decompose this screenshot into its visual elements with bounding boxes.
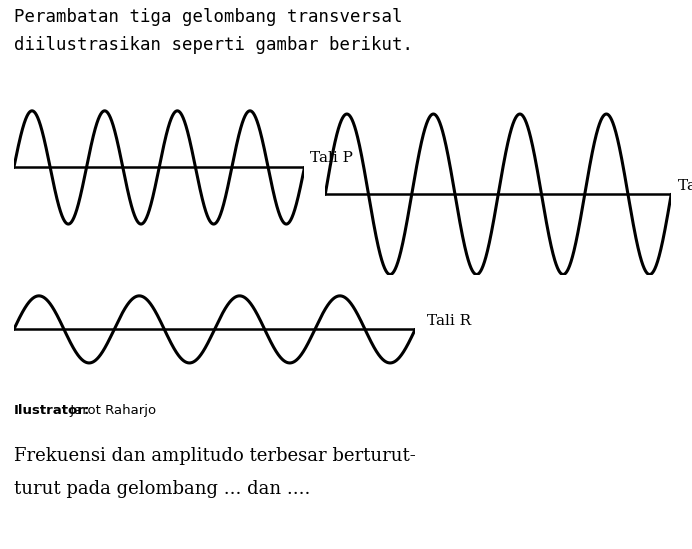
Text: Ilustrator:: Ilustrator: [14, 404, 90, 417]
Text: Tali P: Tali P [310, 150, 353, 165]
Text: diilustrasikan seperti gambar berikut.: diilustrasikan seperti gambar berikut. [14, 36, 413, 54]
Text: turut pada gelombang ... dan ....: turut pada gelombang ... dan .... [14, 480, 310, 498]
Text: Jarot Raharjo: Jarot Raharjo [66, 404, 156, 417]
Text: Frekuensi dan amplitudo terbesar berturut-: Frekuensi dan amplitudo terbesar berturu… [14, 447, 416, 466]
Text: Tali R: Tali R [427, 314, 471, 328]
Text: Tali Q: Tali Q [678, 178, 692, 192]
Text: Perambatan tiga gelombang transversal: Perambatan tiga gelombang transversal [14, 8, 402, 26]
